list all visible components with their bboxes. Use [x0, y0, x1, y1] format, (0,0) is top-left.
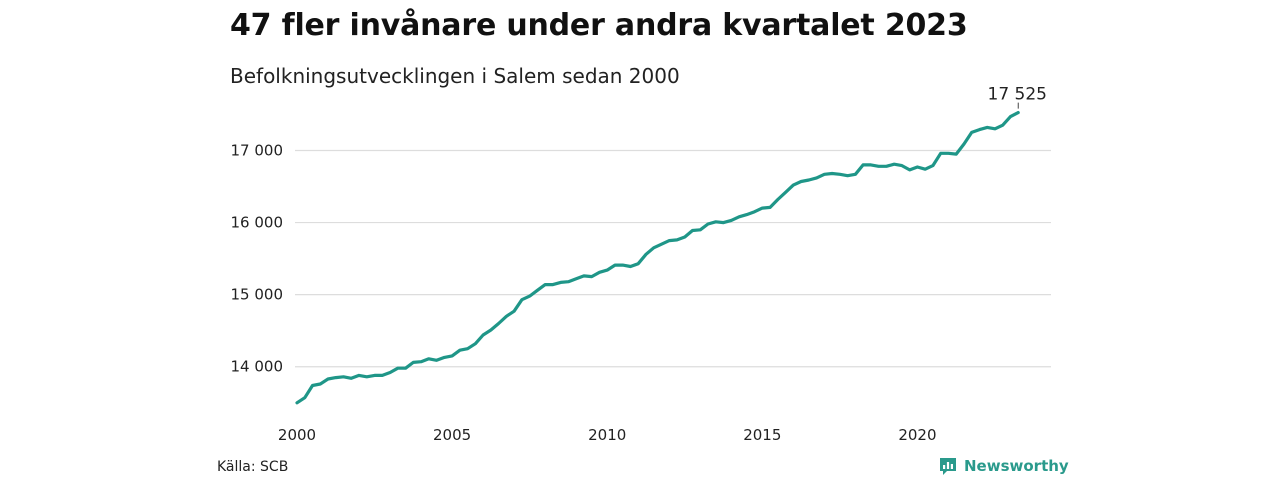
x-tick-label: 2015 — [743, 426, 781, 444]
x-tick-label: 2010 — [588, 426, 626, 444]
y-tick-label: 14 000 — [231, 358, 284, 376]
chart-subtitle: Befolkningsutvecklingen i Salem sedan 20… — [230, 64, 680, 88]
y-tick-label: 16 000 — [231, 214, 284, 232]
series-layer — [295, 111, 1020, 405]
newsworthy-logo-icon — [940, 458, 956, 475]
y-tick-label: 17 000 — [231, 141, 284, 159]
x-tick-label: 2005 — [433, 426, 471, 444]
source-note: Källa: SCB — [217, 459, 289, 475]
gridlines — [295, 149, 1051, 368]
x-tick-label: 2020 — [898, 426, 936, 444]
y-tick-label: 15 000 — [231, 286, 284, 304]
end-value-label: 17 525 — [988, 85, 1047, 105]
chart-title: 47 fler invånare under andra kvartalet 2… — [230, 8, 968, 43]
annotation-layer: 17 525 — [988, 85, 1047, 109]
y-axis: 14 000 15 000 16 000 17 000 — [231, 141, 284, 375]
population-series-line — [295, 111, 1020, 405]
brand-name: Newsworthy — [964, 457, 1069, 475]
brand-logo: Newsworthy — [938, 456, 1069, 476]
x-tick-label: 2000 — [278, 426, 316, 444]
population-line-chart: 14 000 15 000 16 000 17 000 2000 2005 2010 201… — [231, 85, 1051, 444]
x-axis: 2000 2005 2010 2015 2020 — [278, 426, 937, 444]
